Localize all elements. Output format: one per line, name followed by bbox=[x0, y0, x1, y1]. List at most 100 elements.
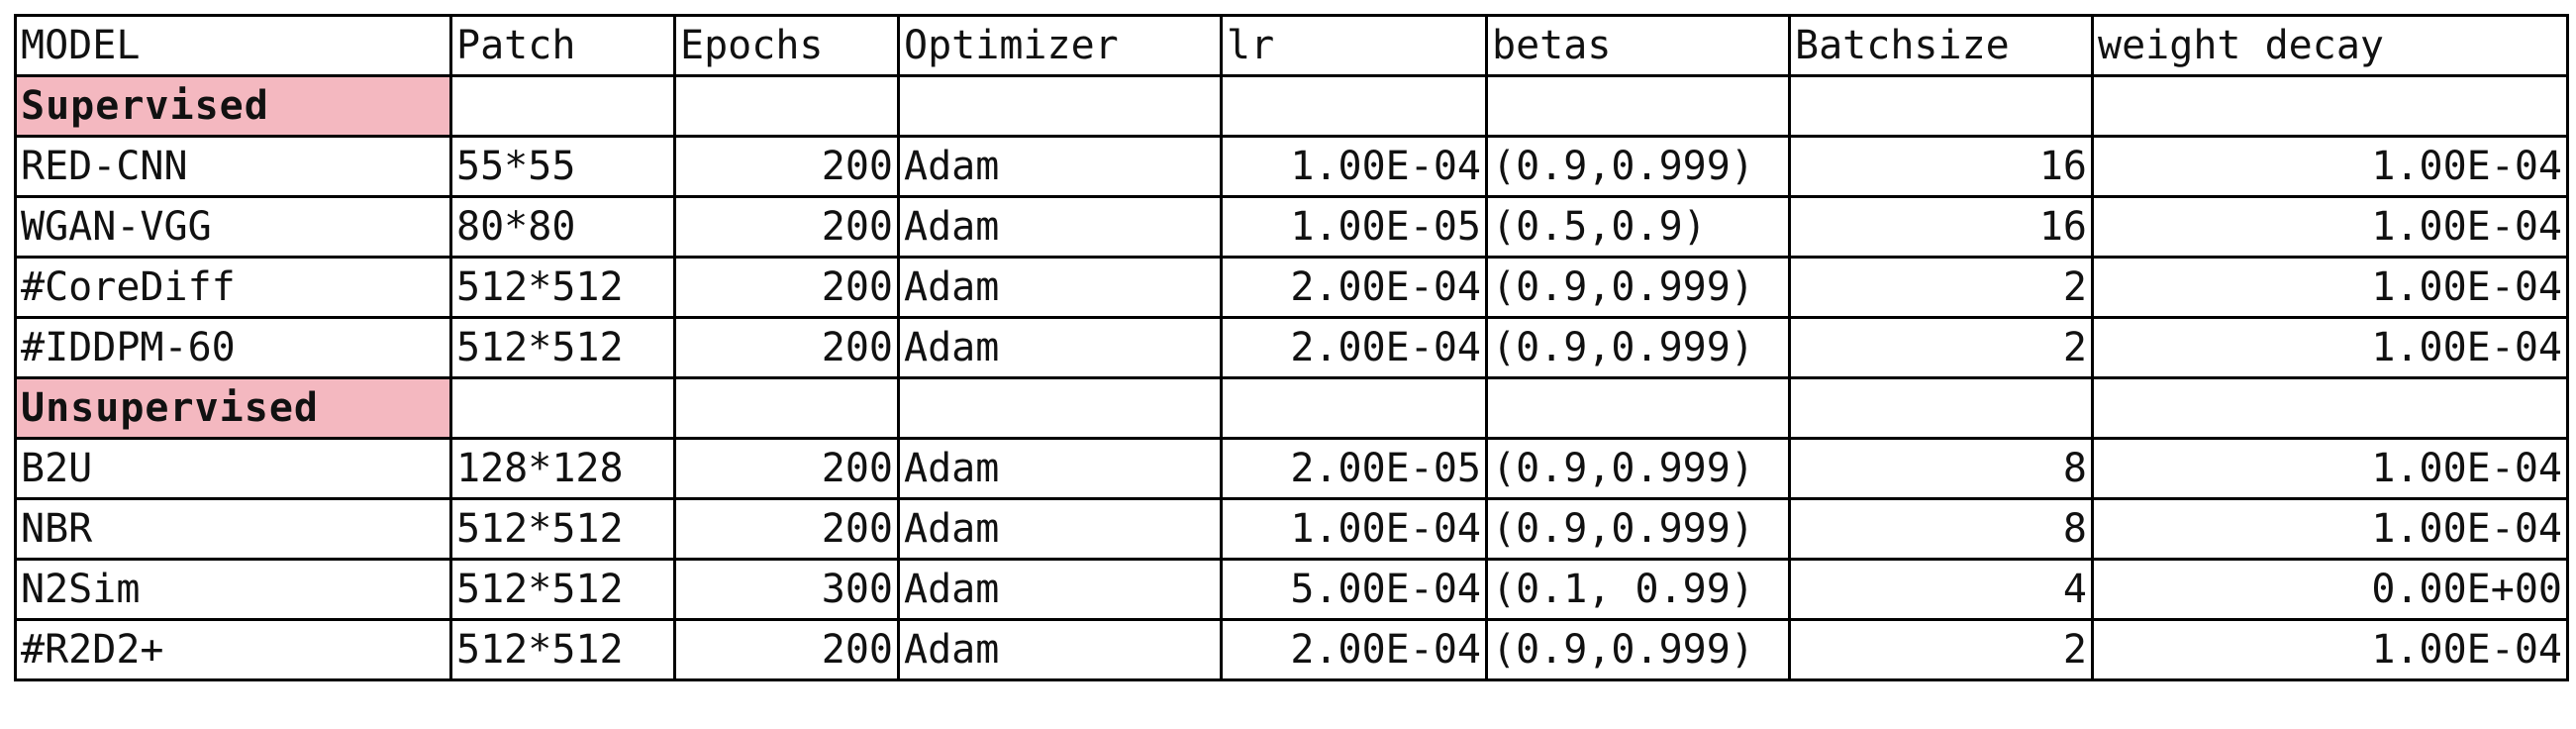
empty-cell[interactable] bbox=[673, 74, 900, 138]
cell-optimizer[interactable]: Adam bbox=[897, 135, 1223, 198]
cell-lr[interactable]: 1.00E-05 bbox=[1220, 195, 1488, 259]
cell-epochs[interactable]: 300 bbox=[673, 558, 900, 621]
empty-cell[interactable] bbox=[897, 74, 1223, 138]
section-title-cell[interactable]: Supervised bbox=[14, 74, 452, 138]
empty-cell[interactable] bbox=[673, 376, 900, 440]
header-cell-lr[interactable]: lr bbox=[1220, 14, 1488, 77]
header-cell-optimizer[interactable]: Optimizer bbox=[897, 14, 1223, 77]
cell-betas[interactable]: (0.9,0.999) bbox=[1485, 256, 1791, 319]
cell-weight-decay[interactable]: 0.00E+00 bbox=[2091, 558, 2569, 621]
cell-lr[interactable]: 5.00E-04 bbox=[1220, 558, 1488, 621]
empty-cell[interactable] bbox=[1220, 376, 1488, 440]
cell-model[interactable]: NBR bbox=[14, 497, 452, 561]
cell-lr[interactable]: 2.00E-05 bbox=[1220, 437, 1488, 500]
empty-cell[interactable] bbox=[2091, 74, 2569, 138]
cell-optimizer[interactable]: Adam bbox=[897, 195, 1223, 259]
cell-patch[interactable]: 512*512 bbox=[449, 316, 676, 379]
cell-betas[interactable]: (0.5,0.9) bbox=[1485, 195, 1791, 259]
cell-epochs[interactable]: 200 bbox=[673, 256, 900, 319]
spreadsheet: MODEL Patch Epochs Optimizer lr betas Ba… bbox=[14, 14, 2569, 681]
cell-weight-decay[interactable]: 1.00E-04 bbox=[2091, 618, 2569, 681]
cell-lr[interactable]: 2.00E-04 bbox=[1220, 256, 1488, 319]
header-cell-patch[interactable]: Patch bbox=[449, 14, 676, 77]
cell-patch[interactable]: 512*512 bbox=[449, 497, 676, 561]
cell-betas[interactable]: (0.9,0.999) bbox=[1485, 618, 1791, 681]
cell-batchsize[interactable]: 16 bbox=[1788, 195, 2094, 259]
header-cell-model[interactable]: MODEL bbox=[14, 14, 452, 77]
cell-epochs[interactable]: 200 bbox=[673, 497, 900, 561]
cell-betas[interactable]: (0.9,0.999) bbox=[1485, 497, 1791, 561]
hyperparameter-table: MODEL Patch Epochs Optimizer lr betas Ba… bbox=[14, 14, 2569, 681]
cell-epochs[interactable]: 200 bbox=[673, 618, 900, 681]
cell-patch[interactable]: 512*512 bbox=[449, 256, 676, 319]
cell-model[interactable]: RED-CNN bbox=[14, 135, 452, 198]
header-cell-batchsize[interactable]: Batchsize bbox=[1788, 14, 2094, 77]
cell-lr[interactable]: 1.00E-04 bbox=[1220, 135, 1488, 198]
cell-model[interactable]: #R2D2+ bbox=[14, 618, 452, 681]
cell-weight-decay[interactable]: 1.00E-04 bbox=[2091, 316, 2569, 379]
cell-batchsize[interactable]: 8 bbox=[1788, 497, 2094, 561]
empty-cell[interactable] bbox=[449, 74, 676, 138]
cell-weight-decay[interactable]: 1.00E-04 bbox=[2091, 497, 2569, 561]
cell-model[interactable]: B2U bbox=[14, 437, 452, 500]
table-row: #IDDPM-60 512*512 200 Adam 2.00E-04 (0.9,0.99… bbox=[14, 316, 2569, 379]
header-row: MODEL Patch Epochs Optimizer lr betas Ba… bbox=[14, 14, 2569, 77]
cell-optimizer[interactable]: Adam bbox=[897, 558, 1223, 621]
cell-optimizer[interactable]: Adam bbox=[897, 497, 1223, 561]
cell-betas[interactable]: (0.1, 0.99) bbox=[1485, 558, 1791, 621]
section-row: Unsupervised bbox=[14, 376, 2569, 440]
cell-weight-decay[interactable]: 1.00E-04 bbox=[2091, 135, 2569, 198]
header-cell-weight-decay[interactable]: weight decay bbox=[2091, 14, 2569, 77]
cell-optimizer[interactable]: Adam bbox=[897, 618, 1223, 681]
cell-optimizer[interactable]: Adam bbox=[897, 437, 1223, 500]
cell-patch[interactable]: 512*512 bbox=[449, 558, 676, 621]
table-row: NBR 512*512 200 Adam 1.00E-04 (0.9,0.999) 8 1.0… bbox=[14, 497, 2569, 561]
cell-optimizer[interactable]: Adam bbox=[897, 256, 1223, 319]
cell-batchsize[interactable]: 2 bbox=[1788, 256, 2094, 319]
table-row: #CoreDiff 512*512 200 Adam 2.00E-04 (0.9,0.99… bbox=[14, 256, 2569, 319]
cell-model[interactable]: #IDDPM-60 bbox=[14, 316, 452, 379]
table-row: B2U 128*128 200 Adam 2.00E-05 (0.9,0.999) 8 1.0… bbox=[14, 437, 2569, 500]
cell-lr[interactable]: 1.00E-04 bbox=[1220, 497, 1488, 561]
table-body: MODEL Patch Epochs Optimizer lr betas Ba… bbox=[14, 14, 2569, 681]
cell-batchsize[interactable]: 8 bbox=[1788, 437, 2094, 500]
empty-cell[interactable] bbox=[1788, 376, 2094, 440]
cell-batchsize[interactable]: 16 bbox=[1788, 135, 2094, 198]
cell-betas[interactable]: (0.9,0.999) bbox=[1485, 437, 1791, 500]
cell-weight-decay[interactable]: 1.00E-04 bbox=[2091, 437, 2569, 500]
cell-patch[interactable]: 80*80 bbox=[449, 195, 676, 259]
empty-cell[interactable] bbox=[2091, 376, 2569, 440]
cell-weight-decay[interactable]: 1.00E-04 bbox=[2091, 195, 2569, 259]
table-row: RED-CNN 55*55 200 Adam 1.00E-04 (0.9,0.999) 16… bbox=[14, 135, 2569, 198]
cell-patch[interactable]: 128*128 bbox=[449, 437, 676, 500]
table-row: WGAN-VGG 80*80 200 Adam 1.00E-05 (0.5,0.9) 16 1… bbox=[14, 195, 2569, 259]
cell-betas[interactable]: (0.9,0.999) bbox=[1485, 316, 1791, 379]
header-cell-epochs[interactable]: Epochs bbox=[673, 14, 900, 77]
empty-cell[interactable] bbox=[1788, 74, 2094, 138]
empty-cell[interactable] bbox=[449, 376, 676, 440]
header-cell-betas[interactable]: betas bbox=[1485, 14, 1791, 77]
cell-epochs[interactable]: 200 bbox=[673, 437, 900, 500]
empty-cell[interactable] bbox=[897, 376, 1223, 440]
cell-epochs[interactable]: 200 bbox=[673, 316, 900, 379]
section-title-cell[interactable]: Unsupervised bbox=[14, 376, 452, 440]
cell-model[interactable]: N2Sim bbox=[14, 558, 452, 621]
cell-lr[interactable]: 2.00E-04 bbox=[1220, 618, 1488, 681]
cell-batchsize[interactable]: 2 bbox=[1788, 618, 2094, 681]
cell-weight-decay[interactable]: 1.00E-04 bbox=[2091, 256, 2569, 319]
cell-epochs[interactable]: 200 bbox=[673, 135, 900, 198]
section-row: Supervised bbox=[14, 74, 2569, 138]
empty-cell[interactable] bbox=[1485, 74, 1791, 138]
empty-cell[interactable] bbox=[1220, 74, 1488, 138]
cell-lr[interactable]: 2.00E-04 bbox=[1220, 316, 1488, 379]
cell-model[interactable]: WGAN-VGG bbox=[14, 195, 452, 259]
cell-batchsize[interactable]: 4 bbox=[1788, 558, 2094, 621]
cell-patch[interactable]: 55*55 bbox=[449, 135, 676, 198]
cell-epochs[interactable]: 200 bbox=[673, 195, 900, 259]
cell-betas[interactable]: (0.9,0.999) bbox=[1485, 135, 1791, 198]
cell-patch[interactable]: 512*512 bbox=[449, 618, 676, 681]
empty-cell[interactable] bbox=[1485, 376, 1791, 440]
cell-batchsize[interactable]: 2 bbox=[1788, 316, 2094, 379]
cell-optimizer[interactable]: Adam bbox=[897, 316, 1223, 379]
cell-model[interactable]: #CoreDiff bbox=[14, 256, 452, 319]
